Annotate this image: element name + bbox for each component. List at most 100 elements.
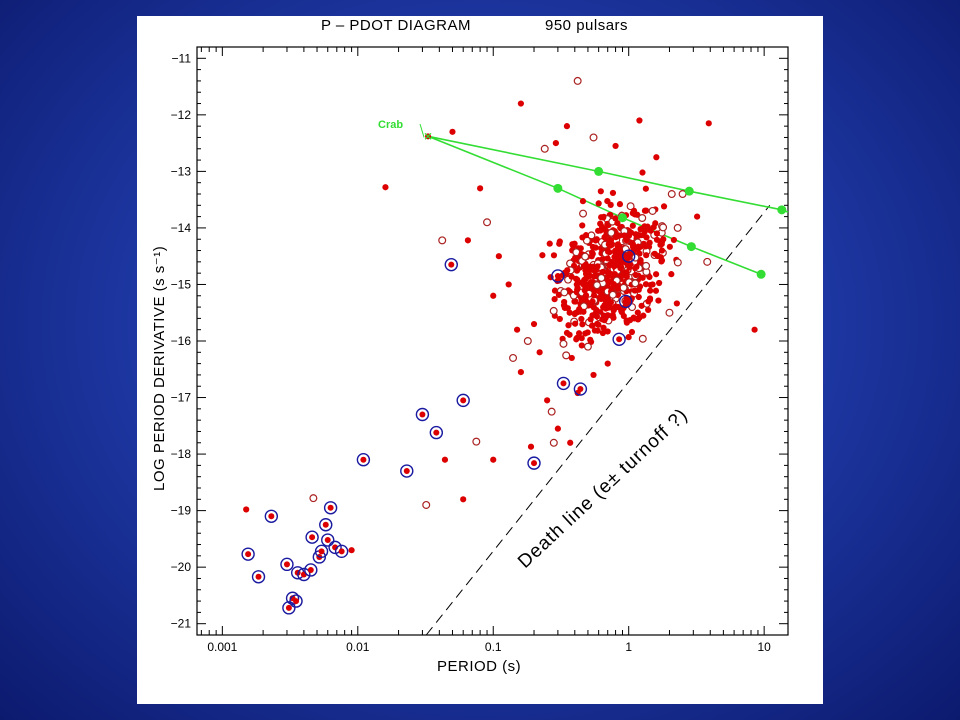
- pulsar-point: [634, 309, 641, 316]
- pulsar-point: [568, 354, 575, 362]
- pulsar-point: [629, 240, 636, 248]
- pulsar-point: [655, 297, 662, 304]
- pulsar-point: [546, 240, 553, 247]
- pulsar-point: [556, 240, 563, 247]
- pulsar-point: [694, 213, 701, 220]
- binary-pulsar-point: [322, 521, 329, 528]
- pulsar-point: [647, 226, 654, 234]
- pulsar-point: [703, 257, 712, 266]
- y-tick-label: −17: [171, 391, 192, 405]
- pulsar-point: [559, 339, 568, 348]
- pulsar-point: [574, 286, 581, 293]
- pulsar-point: [623, 319, 630, 326]
- pulsar-point: [587, 316, 594, 323]
- binary-pulsar-ring: [551, 269, 565, 283]
- pulsar-point: [637, 258, 644, 265]
- pulsar-point: [560, 302, 568, 309]
- crab-leader: [419, 123, 425, 138]
- pulsar-point: [567, 439, 574, 446]
- binary-pulsar-ring: [328, 540, 342, 555]
- pulsar-point: [594, 263, 601, 270]
- binary-pulsar-ring: [621, 249, 636, 263]
- pulsar-point: [647, 287, 654, 294]
- track-marker: [777, 205, 787, 215]
- pulsar-point: [464, 237, 472, 244]
- pulsar-point: [652, 220, 659, 227]
- pulsar-point: [626, 202, 635, 211]
- y-tick-label: −16: [171, 334, 192, 348]
- pulsar-point: [568, 273, 575, 280]
- pulsar-point: [589, 133, 598, 142]
- y-axis-label: LOG PERIOD DERIVATIVE (s s⁻¹): [151, 246, 168, 491]
- pulsar-point: [604, 360, 611, 367]
- pulsar-point: [585, 269, 592, 277]
- pulsar-point: [600, 324, 607, 331]
- pulsar-point: [616, 247, 623, 254]
- pulsar-point: [595, 321, 602, 328]
- binary-pulsar-ring: [305, 530, 319, 544]
- pulsar-point: [422, 500, 431, 509]
- pulsar-point: [556, 315, 563, 323]
- pulsar-point: [549, 438, 558, 447]
- pulsar-point: [597, 293, 604, 301]
- binary-pulsar-ring: [323, 501, 338, 515]
- pulsar-point: [611, 263, 618, 270]
- pulsar-point: [590, 371, 597, 379]
- pulsar-point: [609, 189, 617, 197]
- pulsar-point: [621, 232, 628, 239]
- pulsar-point: [582, 330, 589, 337]
- pulsar-point: [441, 456, 449, 463]
- binary-pulsar-point: [554, 272, 561, 279]
- binary-pulsar-point: [531, 460, 538, 467]
- pulsar-point: [472, 437, 481, 446]
- pulsar-point: [517, 368, 524, 376]
- slide-panel: P – PDOT DIAGRAM 950 pulsars 0.001 0.01 0.…: [137, 16, 823, 704]
- pulsar-point: [509, 353, 518, 362]
- pulsar-point: [614, 285, 621, 292]
- pulsar-point: [517, 100, 524, 107]
- track-marker: [553, 183, 563, 193]
- crab-cross: [424, 132, 432, 140]
- pulsar-point: [578, 342, 585, 349]
- pulsar-point: [653, 271, 660, 278]
- pulsar-point: [660, 203, 668, 210]
- pulsar-point: [613, 233, 620, 240]
- pulsar-point: [563, 329, 571, 337]
- pulsar-point: [610, 280, 617, 288]
- binary-pulsar-point: [616, 336, 623, 343]
- pulsar-point: [628, 303, 637, 312]
- pulsar-point: [673, 223, 682, 232]
- pulsar-point: [639, 169, 646, 176]
- pulsar-point: [635, 286, 642, 293]
- pulsar-point: [645, 306, 652, 314]
- pulsar-point: [611, 270, 618, 278]
- binary-pulsar-ring: [334, 544, 349, 559]
- pulsar-point: [583, 342, 592, 351]
- ticks-layer: 0.001 0.01 0.1 1 10 −11 −12 −13 −14 −15 −16 −17 −18 −…: [171, 47, 788, 654]
- crab-label: Crab: [378, 119, 403, 131]
- binary-pulsar-ring: [429, 425, 444, 440]
- pulsar-point: [612, 303, 619, 311]
- pulsar-point: [589, 250, 596, 258]
- pulsar-point: [658, 241, 665, 248]
- pulsar-point: [670, 236, 677, 244]
- binary-pulsar-ring: [264, 509, 279, 523]
- y-tick-label: −18: [171, 447, 192, 461]
- binary-pulsar-ring: [618, 294, 633, 309]
- pulsar-point: [562, 351, 571, 360]
- pulsar-point: [641, 228, 648, 235]
- pulsar-point: [651, 250, 658, 257]
- binary-pulsar-ring: [285, 591, 300, 605]
- binary-pulsar-point: [293, 598, 300, 605]
- x-axis-label: PERIOD (s): [437, 658, 521, 675]
- plot-frame: [196, 46, 789, 636]
- pulsar-point: [580, 281, 588, 289]
- pulsar-point: [612, 215, 619, 222]
- track-marker: [756, 269, 766, 279]
- pulsar-point: [633, 263, 640, 271]
- binary-pulsar-ring: [444, 257, 458, 272]
- pulsar-point: [668, 271, 675, 278]
- pulsar-point: [579, 321, 586, 328]
- binary-pulsar-ring: [251, 570, 266, 584]
- binary-pulsar-point: [245, 551, 252, 558]
